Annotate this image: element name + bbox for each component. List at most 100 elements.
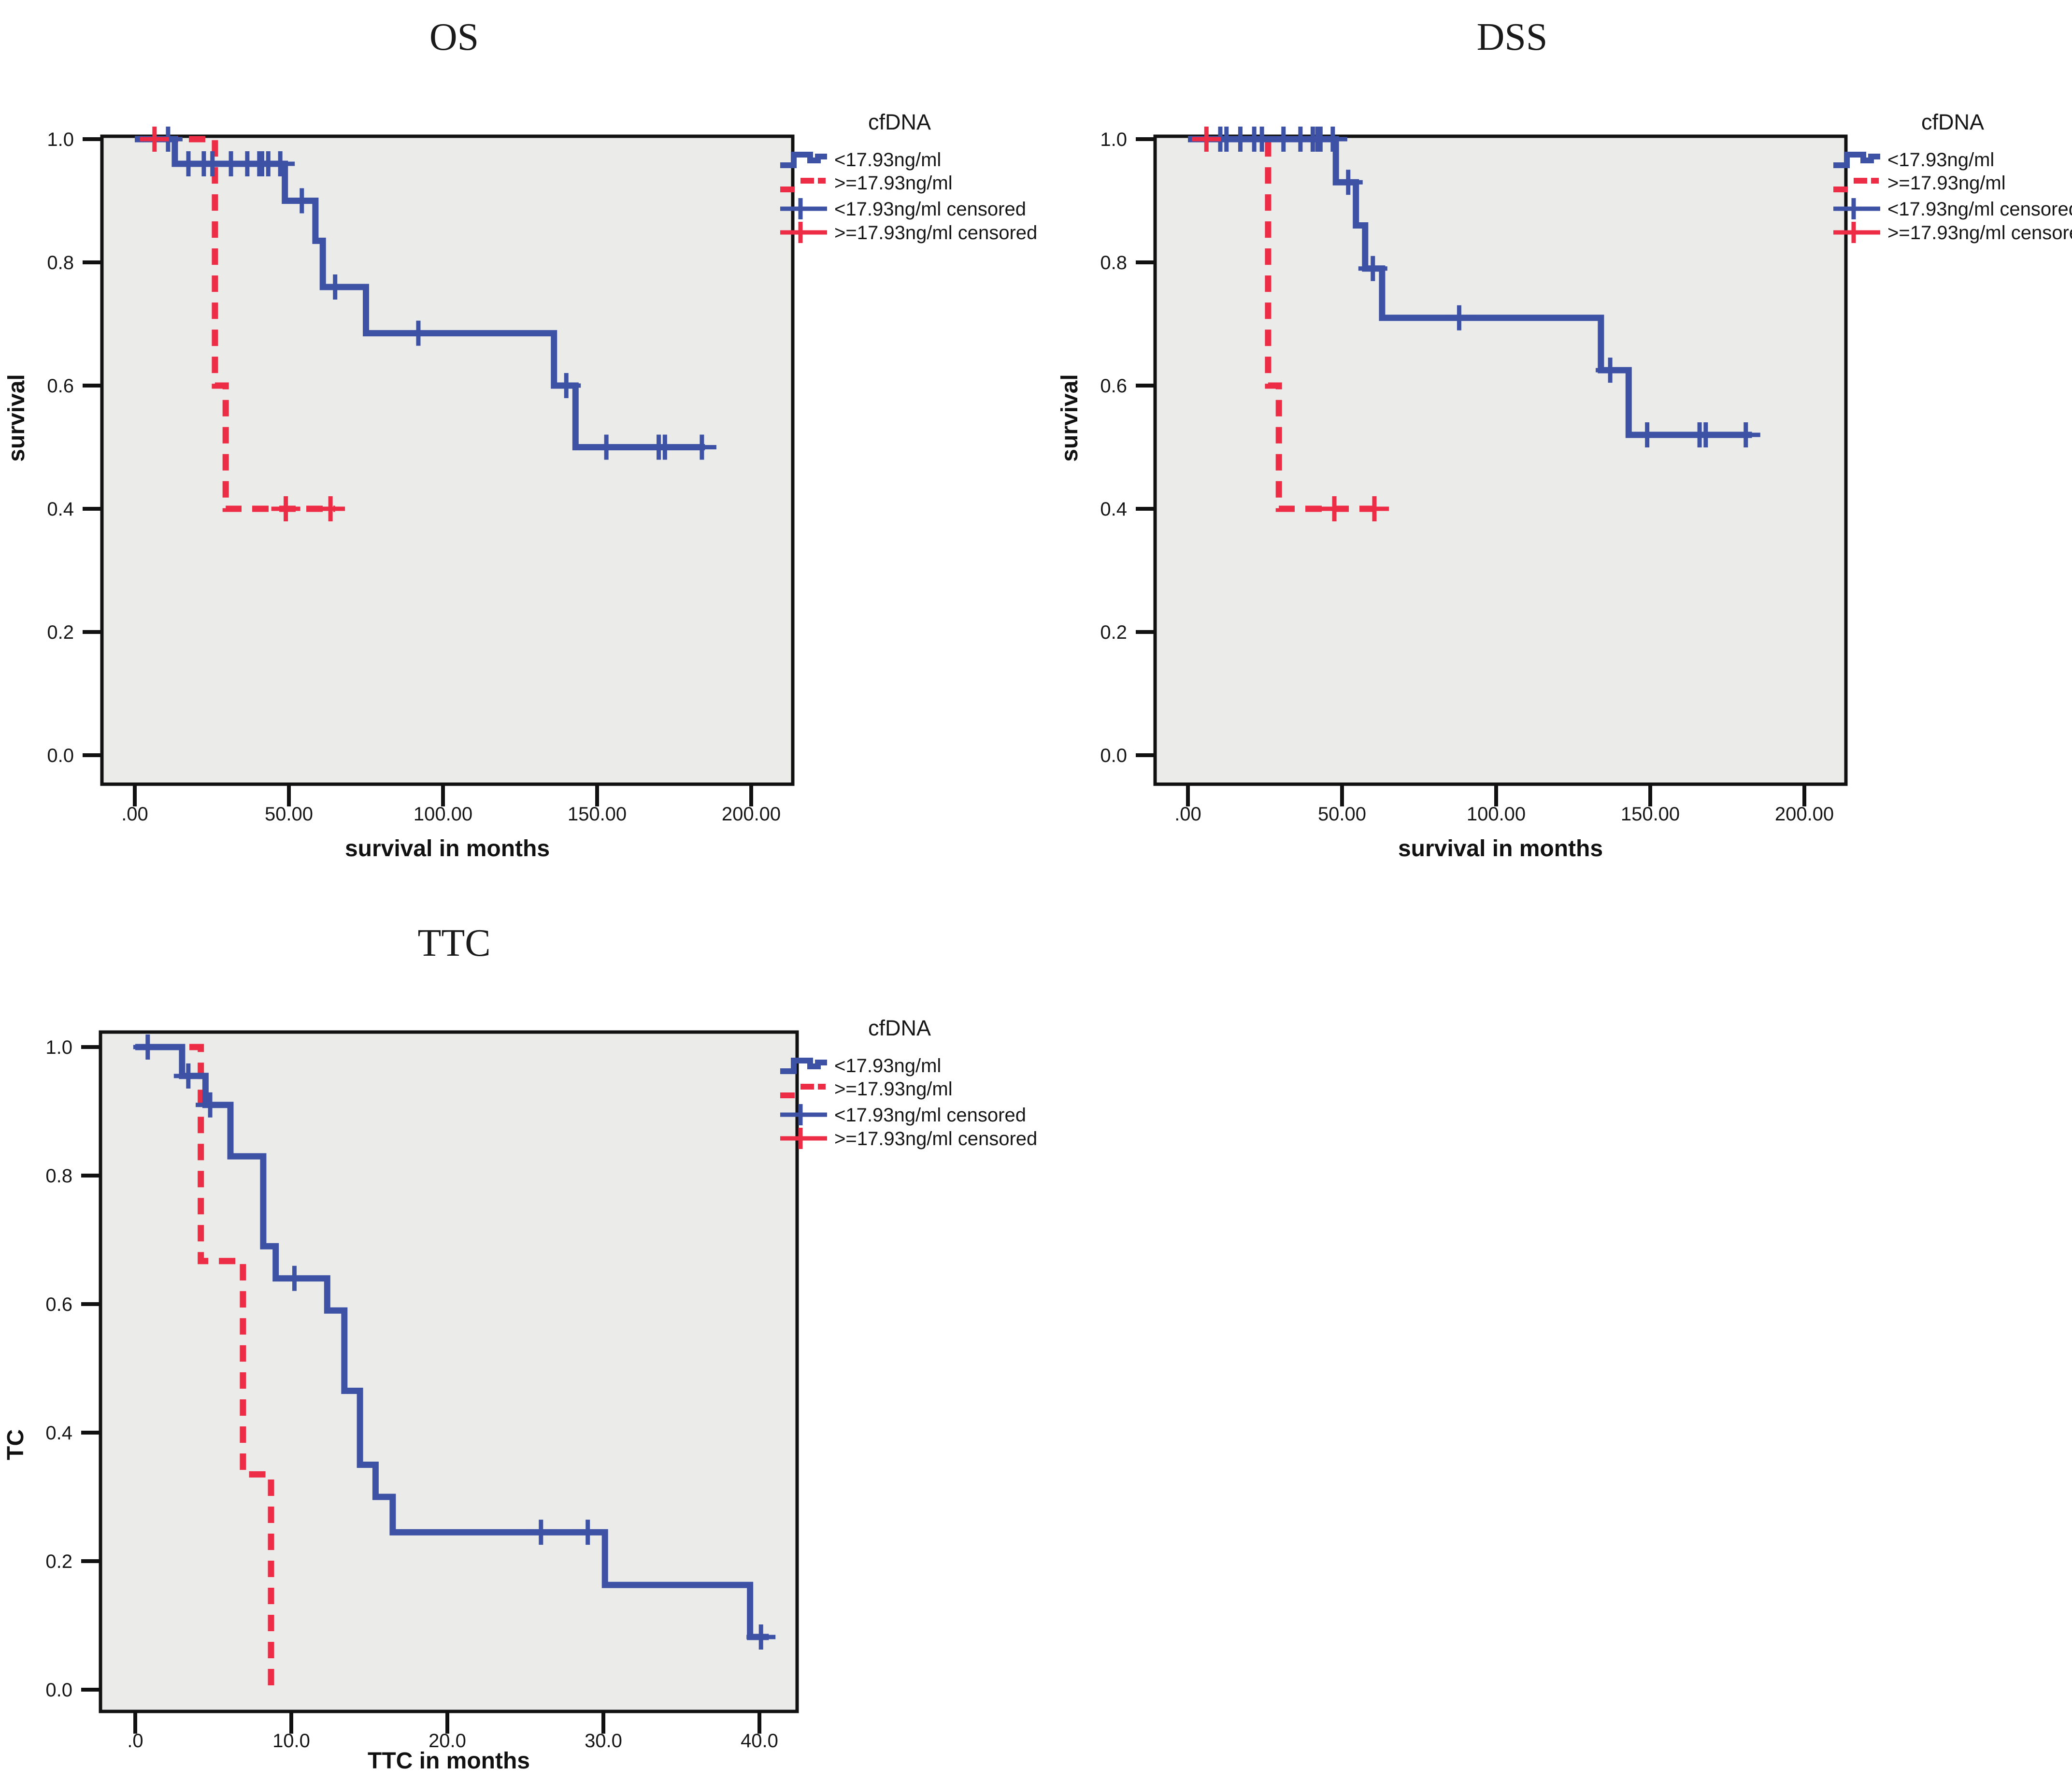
x-tick-label: 150.00 xyxy=(568,804,627,825)
censor-mark xyxy=(266,151,295,176)
legend-sample-step-line-icon xyxy=(780,1058,827,1074)
x-tick-label: 200.00 xyxy=(722,804,781,825)
legend-entry-label: >=17.93ng/ml xyxy=(1887,172,2006,194)
censor-mark xyxy=(316,496,345,521)
plot-area-dss xyxy=(1153,134,1848,786)
chart-os: .00 50.00 100.00 150.00 200.00 0.0 0.2 0.4 0.6 0.… xyxy=(4,16,1037,862)
y-tick-label: 0.2 xyxy=(47,622,74,643)
legend-title: cfDNA xyxy=(868,110,931,134)
censor-mark xyxy=(573,1520,602,1545)
censor-mark xyxy=(1632,422,1662,447)
x-tick-label: 50.00 xyxy=(265,804,313,825)
legend-entry-label: <17.93ng/ml xyxy=(834,1055,941,1077)
legend-entry-label: <17.93ng/ml censored xyxy=(834,199,1026,220)
y-tick-label: 0.8 xyxy=(47,252,74,273)
x-tick-label: 50.00 xyxy=(1318,804,1366,825)
censor-mark xyxy=(552,373,581,398)
censor-mark xyxy=(1596,358,1625,383)
censor-mark xyxy=(592,434,621,460)
legend-sample-step-line-icon xyxy=(780,152,827,168)
legend-entry-label: <17.93ng/ml xyxy=(834,149,941,171)
legend-sample-censor-icon xyxy=(780,222,827,243)
censor-mark xyxy=(1444,305,1474,330)
legend-entry-label: <17.93ng/ml xyxy=(1887,149,1994,171)
legend-sample-step-dashed-icon xyxy=(780,1084,826,1098)
censor-mark xyxy=(133,1034,162,1060)
x-tick-label: 20.0 xyxy=(429,1730,466,1752)
x-tick-label: 40.0 xyxy=(741,1730,778,1752)
censor-mark xyxy=(1358,256,1387,281)
x-tick-label: 100.00 xyxy=(1467,804,1526,825)
censor-mark xyxy=(287,188,316,214)
y-tick-label: 0.0 xyxy=(47,745,74,766)
censor-mark xyxy=(271,496,300,521)
legend-entry-label: >=17.93ng/ml censored xyxy=(834,1128,1037,1149)
x-tick-label: 10.0 xyxy=(272,1730,310,1752)
y-tick-label: 0.6 xyxy=(45,1294,72,1315)
x-tick-label: 100.00 xyxy=(414,804,472,825)
chart-ttc: .0 10.0 20.0 30.0 40.0 0.0 0.2 0.4 0.6 0.8 1.0 TTC T… xyxy=(3,922,1037,1774)
chart-dss: .00 50.00 100.00 150.00 200.00 0.0 0.2 0.4 0.6 0.… xyxy=(1057,16,2072,862)
legend-sample-censor-icon xyxy=(1833,198,1880,219)
censor-mark xyxy=(173,1063,203,1089)
y-tick-label: 0.0 xyxy=(1100,745,1127,766)
censor-mark xyxy=(746,1624,776,1650)
censor-mark xyxy=(687,434,716,460)
y-tick-label: 0.8 xyxy=(45,1165,72,1187)
y-tick-label: 1.0 xyxy=(45,1037,72,1058)
legend-entry-label: <17.93ng/ml censored xyxy=(1887,199,2072,220)
censor-mark xyxy=(1333,170,1363,195)
censor-mark xyxy=(650,434,680,460)
x-tick-label: 30.0 xyxy=(585,1730,622,1752)
x-axis-label: survival in months xyxy=(1398,836,1603,862)
censor-mark xyxy=(403,320,433,346)
plot-area-ttc xyxy=(99,1030,799,1713)
x-tick-label: .00 xyxy=(1174,804,1201,825)
legend-entry-label: >=17.93ng/ml xyxy=(834,172,953,194)
censor-mark xyxy=(1192,127,1221,152)
y-tick-label: 0.4 xyxy=(45,1422,72,1444)
y-tick-label: 0.0 xyxy=(45,1680,72,1701)
censor-mark xyxy=(196,1092,225,1118)
y-tick-label: 0.6 xyxy=(47,375,74,397)
legend-title: cfDNA xyxy=(868,1016,931,1040)
y-tick-label: 0.4 xyxy=(1100,499,1127,520)
y-tick-label: 0.2 xyxy=(45,1551,72,1572)
legend-entry-label: >=17.93ng/ml xyxy=(834,1078,953,1100)
censor-mark xyxy=(1359,496,1389,521)
y-tick-label: 0.2 xyxy=(1100,622,1127,643)
censor-mark xyxy=(140,127,169,152)
y-tick-label: 1.0 xyxy=(1100,129,1127,150)
y-axis-label: survival xyxy=(1057,374,1083,461)
legend-sample-censor-icon xyxy=(780,1104,827,1125)
chart-title: TTC xyxy=(417,922,490,964)
x-tick-label: .0 xyxy=(127,1730,143,1752)
censor-mark xyxy=(280,1265,309,1291)
x-axis-label: TTC in months xyxy=(368,1748,530,1774)
censor-mark xyxy=(1318,127,1347,152)
series-high-ttc xyxy=(135,1044,274,1690)
censor-mark xyxy=(1691,422,1720,447)
y-tick-label: 1.0 xyxy=(47,129,74,150)
series-high-os xyxy=(135,136,335,512)
legend-sample-step-dashed-icon xyxy=(1833,178,1879,192)
y-tick-label: 0.8 xyxy=(1100,252,1127,273)
censor-mark xyxy=(526,1520,556,1545)
legend-entry-label: >=17.93ng/ml censored xyxy=(834,222,1037,244)
legend-sample-step-dashed-icon xyxy=(780,178,826,192)
chart-title: DSS xyxy=(1477,16,1548,58)
y-axis-label: survival xyxy=(4,374,29,461)
legend-sample-censor-icon xyxy=(780,1128,827,1149)
x-tick-label: 200.00 xyxy=(1775,804,1834,825)
legend-sample-step-line-icon xyxy=(1833,152,1880,168)
legend-sample-censor-icon xyxy=(780,198,827,219)
x-tick-label: .00 xyxy=(121,804,148,825)
y-tick-label: 0.6 xyxy=(1100,375,1127,397)
censor-mark xyxy=(1320,496,1349,521)
y-axis-label: TC xyxy=(3,1429,29,1460)
legend-title: cfDNA xyxy=(1921,110,1984,134)
legend-ttc: cfDNA <17.93ng/ml>=17.93ng/ml <17.93ng/ml … xyxy=(780,1016,1037,1149)
censor-mark xyxy=(320,274,350,300)
